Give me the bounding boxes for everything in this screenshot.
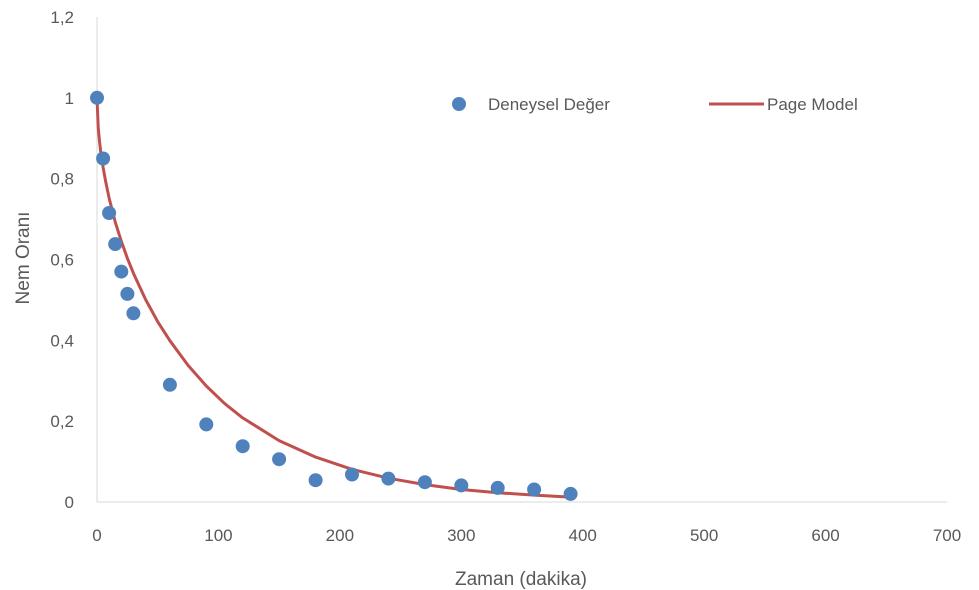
y-tick-label: 0 [65, 493, 74, 512]
x-tick-label: 500 [690, 526, 718, 545]
y-tick-label: 0,4 [50, 331, 74, 350]
data-point-deneysel [417, 475, 432, 490]
x-tick-label: 400 [569, 526, 597, 545]
data-point-deneysel [454, 478, 469, 493]
y-tick-label: 1,2 [50, 8, 74, 27]
legend: Deneysel Değer Page Model [452, 95, 858, 114]
data-point-deneysel [272, 452, 287, 467]
x-tick-label: 700 [933, 526, 961, 545]
data-point-deneysel [490, 480, 505, 495]
y-tick-label: 0,2 [50, 412, 74, 431]
data-point-deneysel [96, 151, 111, 166]
legend-label-page-model: Page Model [767, 95, 858, 114]
series-points-group [90, 90, 578, 501]
legend-marker-deneysel [452, 97, 466, 111]
data-point-deneysel [527, 482, 542, 497]
data-point-deneysel [235, 439, 250, 454]
data-point-deneysel [345, 467, 359, 482]
y-tick-label: 1 [65, 89, 74, 108]
x-tick-label: 600 [811, 526, 839, 545]
x-tick-label: 0 [92, 526, 101, 545]
x-tick-label: 200 [326, 526, 354, 545]
tick-labels: 0 100 200 300 400 500 600 700 0 0,2 0,4 0,6 0,8 1 1,2 [50, 8, 961, 545]
data-point-deneysel [90, 90, 104, 105]
data-point-deneysel [126, 306, 141, 321]
data-point-deneysel [114, 264, 129, 279]
y-tick-label: 0,8 [50, 170, 74, 189]
x-tick-label: 100 [204, 526, 232, 545]
y-tick-label: 0,6 [50, 251, 74, 270]
series-line-group [95, 96, 573, 499]
data-point-deneysel [120, 286, 135, 301]
x-axis-title: Zaman (dakika) [455, 569, 587, 590]
data-point-deneysel [308, 473, 323, 488]
data-point-deneysel [102, 206, 117, 220]
chart-axes [96, 17, 947, 503]
data-point-deneysel [563, 486, 578, 501]
data-point-deneysel [162, 377, 177, 392]
series-line-page-model [95, 96, 573, 499]
data-point-deneysel [108, 237, 123, 252]
data-point-deneysel [381, 471, 396, 486]
data-point-deneysel [199, 417, 214, 432]
y-axis-title: Nem Oranı [13, 212, 34, 305]
x-tick-label: 300 [447, 526, 475, 545]
legend-label-deneysel: Deneysel Değer [488, 95, 610, 114]
